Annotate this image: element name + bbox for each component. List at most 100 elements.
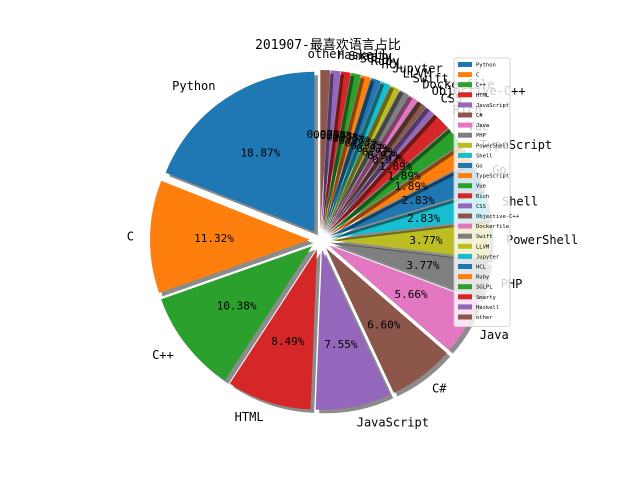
slice-percent-smarty: 0.97% bbox=[320, 129, 353, 142]
slice-percent-go: 2.83% bbox=[402, 194, 435, 207]
slice-label-java: Java bbox=[480, 328, 509, 342]
slice-percent-other: 0.97% bbox=[307, 128, 340, 141]
slice-shadow-objective-c bbox=[329, 104, 430, 236]
slice-percent-dockerfile: 0.97% bbox=[362, 145, 395, 158]
slice-label-c: C# bbox=[432, 382, 447, 396]
slice-shadow-haskell bbox=[324, 73, 344, 234]
pie-slice-java bbox=[328, 245, 479, 351]
legend-swatch-html bbox=[458, 92, 472, 98]
pie-slice-python bbox=[165, 71, 315, 232]
slice-label-python: Python bbox=[172, 79, 215, 93]
slice-percent-powershell: 3.77% bbox=[409, 234, 442, 247]
pie-slice-haskell bbox=[320, 70, 341, 231]
legend-swatch-javascript bbox=[458, 102, 472, 108]
slice-label-smarty: Smarty bbox=[348, 49, 391, 63]
slice-percent-rich: 1.89% bbox=[379, 160, 412, 173]
legend-label-llvm: LLVM bbox=[476, 244, 490, 250]
pie-slice-javascript bbox=[315, 249, 390, 410]
legend-swatch-c bbox=[458, 72, 472, 78]
pie-slice-llvm bbox=[324, 85, 400, 232]
slice-shadow-hcl bbox=[326, 81, 385, 235]
slice-percent-typescript: 1.89% bbox=[395, 180, 428, 193]
legend-label-swift: Swift bbox=[476, 234, 493, 240]
legend-label-python: Python bbox=[476, 63, 496, 69]
pie-slice-smarty bbox=[321, 71, 351, 231]
pie-slice-objective-c bbox=[326, 101, 426, 233]
legend-label-css: CSS bbox=[476, 204, 486, 210]
slice-percent-css: 0.97% bbox=[372, 153, 405, 166]
pie-slice-rich bbox=[327, 114, 448, 234]
slice-percent-php: 3.77% bbox=[406, 259, 439, 272]
slice-label-other: other bbox=[308, 47, 344, 61]
slice-label-swift: Swift bbox=[413, 72, 449, 86]
legend-label-sglpl: SGLPL bbox=[476, 285, 493, 291]
slice-shadow-jupyter bbox=[327, 84, 394, 235]
slice-percent-shell: 2.83% bbox=[407, 212, 440, 225]
slice-percent-c: 10.38% bbox=[217, 299, 257, 312]
slice-label-ruby: Ruby bbox=[371, 54, 400, 68]
legend-label-c: C bbox=[476, 73, 479, 79]
legend-swatch-vue bbox=[458, 183, 472, 189]
legend-swatch-c bbox=[458, 82, 472, 88]
labels-layer: Python 18.87% C 11.32% C++ 10.38% HTML 8.49% Jav… bbox=[127, 47, 578, 429]
legend-swatch-python bbox=[458, 62, 472, 67]
legend-swatch-swift bbox=[458, 233, 472, 239]
slice-shadow-swift bbox=[328, 93, 413, 235]
slice-percent-objective-c: 0.97% bbox=[367, 149, 400, 162]
slice-percent-haskell: 0.97% bbox=[313, 128, 346, 141]
slices-layer bbox=[150, 70, 494, 414]
slice-percent-java: 5.66% bbox=[395, 288, 428, 301]
pie-slice-html bbox=[229, 249, 317, 410]
legend-label-javascript: JavaScript bbox=[476, 103, 509, 109]
slice-shadow-dockerfile bbox=[329, 98, 422, 236]
legend-swatch-sglpl bbox=[458, 284, 472, 290]
slice-label-c: C bbox=[127, 229, 134, 243]
legend-label-hcl: HCL bbox=[476, 265, 487, 271]
slice-label-hcl: HCL bbox=[382, 57, 404, 71]
slice-shadow-smarty bbox=[325, 74, 355, 234]
legend-label-go: Go bbox=[476, 164, 483, 170]
pie-slice-typescript bbox=[328, 145, 471, 235]
legend-swatch-java bbox=[458, 122, 472, 128]
legend-swatch-shell bbox=[458, 152, 472, 158]
legend-label-html: HTML bbox=[476, 93, 490, 99]
legend-label-c: C# bbox=[476, 113, 483, 119]
pie-slice-css bbox=[326, 107, 434, 233]
legend-swatch-hcl bbox=[458, 264, 472, 269]
legend-swatch-rich bbox=[458, 193, 472, 199]
slice-percent-hcl: 0.97% bbox=[339, 134, 372, 147]
legend-swatch-smarty bbox=[458, 294, 472, 300]
legend-swatch-other bbox=[458, 314, 472, 320]
slice-label-sglpl: SGLPL bbox=[360, 51, 396, 65]
pie-slice-hcl bbox=[323, 78, 381, 231]
legend-swatch-typescript bbox=[458, 173, 472, 179]
legend-swatch-ruby bbox=[458, 274, 472, 280]
slice-percent-jupyter: 0.97% bbox=[345, 136, 378, 149]
legend-label-other: other bbox=[476, 315, 493, 321]
legend-swatch-llvm bbox=[458, 243, 472, 249]
legend-label-objective-c: Objective-C++ bbox=[476, 214, 520, 220]
slice-percent-python: 18.87% bbox=[241, 146, 281, 159]
pie-slice-go bbox=[329, 162, 483, 237]
legend-swatch-jupyter bbox=[458, 253, 472, 259]
slice-percent-c: 6.60% bbox=[367, 319, 400, 332]
legend-label-jupyter: Jupyter bbox=[476, 254, 500, 260]
legend-swatch-haskell bbox=[458, 304, 472, 310]
slice-label-c: C++ bbox=[152, 348, 174, 362]
legend-label-vue: Vue bbox=[476, 184, 486, 190]
slice-percent-llvm: 0.97% bbox=[350, 139, 383, 152]
legend-swatch-objective-c bbox=[458, 213, 472, 219]
slice-shadow-css bbox=[329, 110, 438, 236]
legend-label-powershell: PowerShell bbox=[476, 143, 509, 149]
chart-title: 201907-最喜欢语言占比 bbox=[255, 38, 401, 53]
pie-slice-ruby bbox=[322, 75, 372, 231]
legend-swatch-css bbox=[458, 203, 472, 209]
legend-label-php: PHP bbox=[476, 133, 487, 139]
slice-percent-html: 8.49% bbox=[271, 335, 304, 348]
slice-percent-vue: 1.89% bbox=[387, 169, 420, 182]
legend-label-c: C++ bbox=[476, 83, 487, 89]
slice-label-powershell: PowerShell bbox=[506, 233, 578, 247]
legend-swatch-powershell bbox=[458, 142, 472, 148]
pie-slice-swift bbox=[324, 90, 409, 232]
slice-percent-sglpl: 0.97% bbox=[326, 130, 359, 143]
